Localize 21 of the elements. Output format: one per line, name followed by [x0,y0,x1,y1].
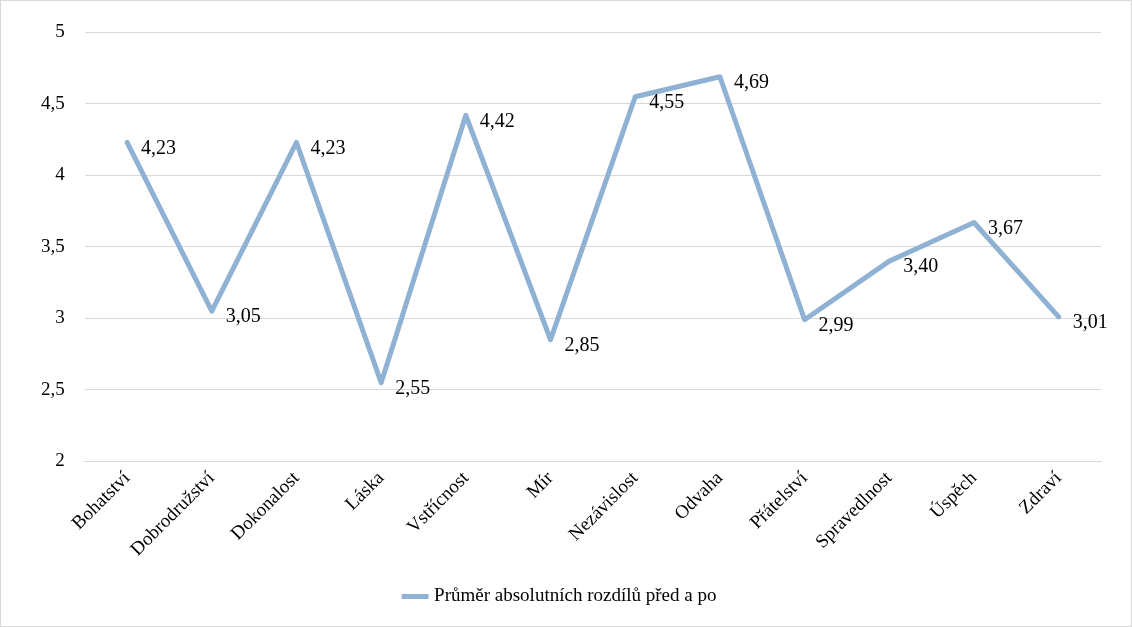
data-label: 2,55 [395,375,431,398]
y-tick-label: 4 [55,163,66,185]
data-label: 3,05 [225,304,261,327]
y-tick-label: 2,5 [41,377,65,399]
data-label: 3,67 [987,215,1023,238]
x-tick-label: Mír [521,466,558,502]
y-tick-label: 2 [55,449,65,471]
data-label: 2,99 [818,312,854,335]
y-tick-label: 3 [55,306,65,328]
legend-label: Průměr absolutních rozdílů před a po [434,584,717,606]
data-label: 4,23 [310,135,346,158]
data-label: 3,40 [903,254,939,277]
data-label: 4,69 [733,69,769,92]
data-label: 2,85 [564,333,600,355]
y-tick-label: 5 [55,20,65,42]
data-label: 4,23 [141,135,177,158]
data-label: 4,42 [479,108,515,131]
y-tick-label: 3,5 [41,234,65,256]
data-label: 4,55 [649,89,685,112]
data-label: 3,01 [1072,310,1108,333]
y-tick-label: 4,5 [41,91,65,113]
